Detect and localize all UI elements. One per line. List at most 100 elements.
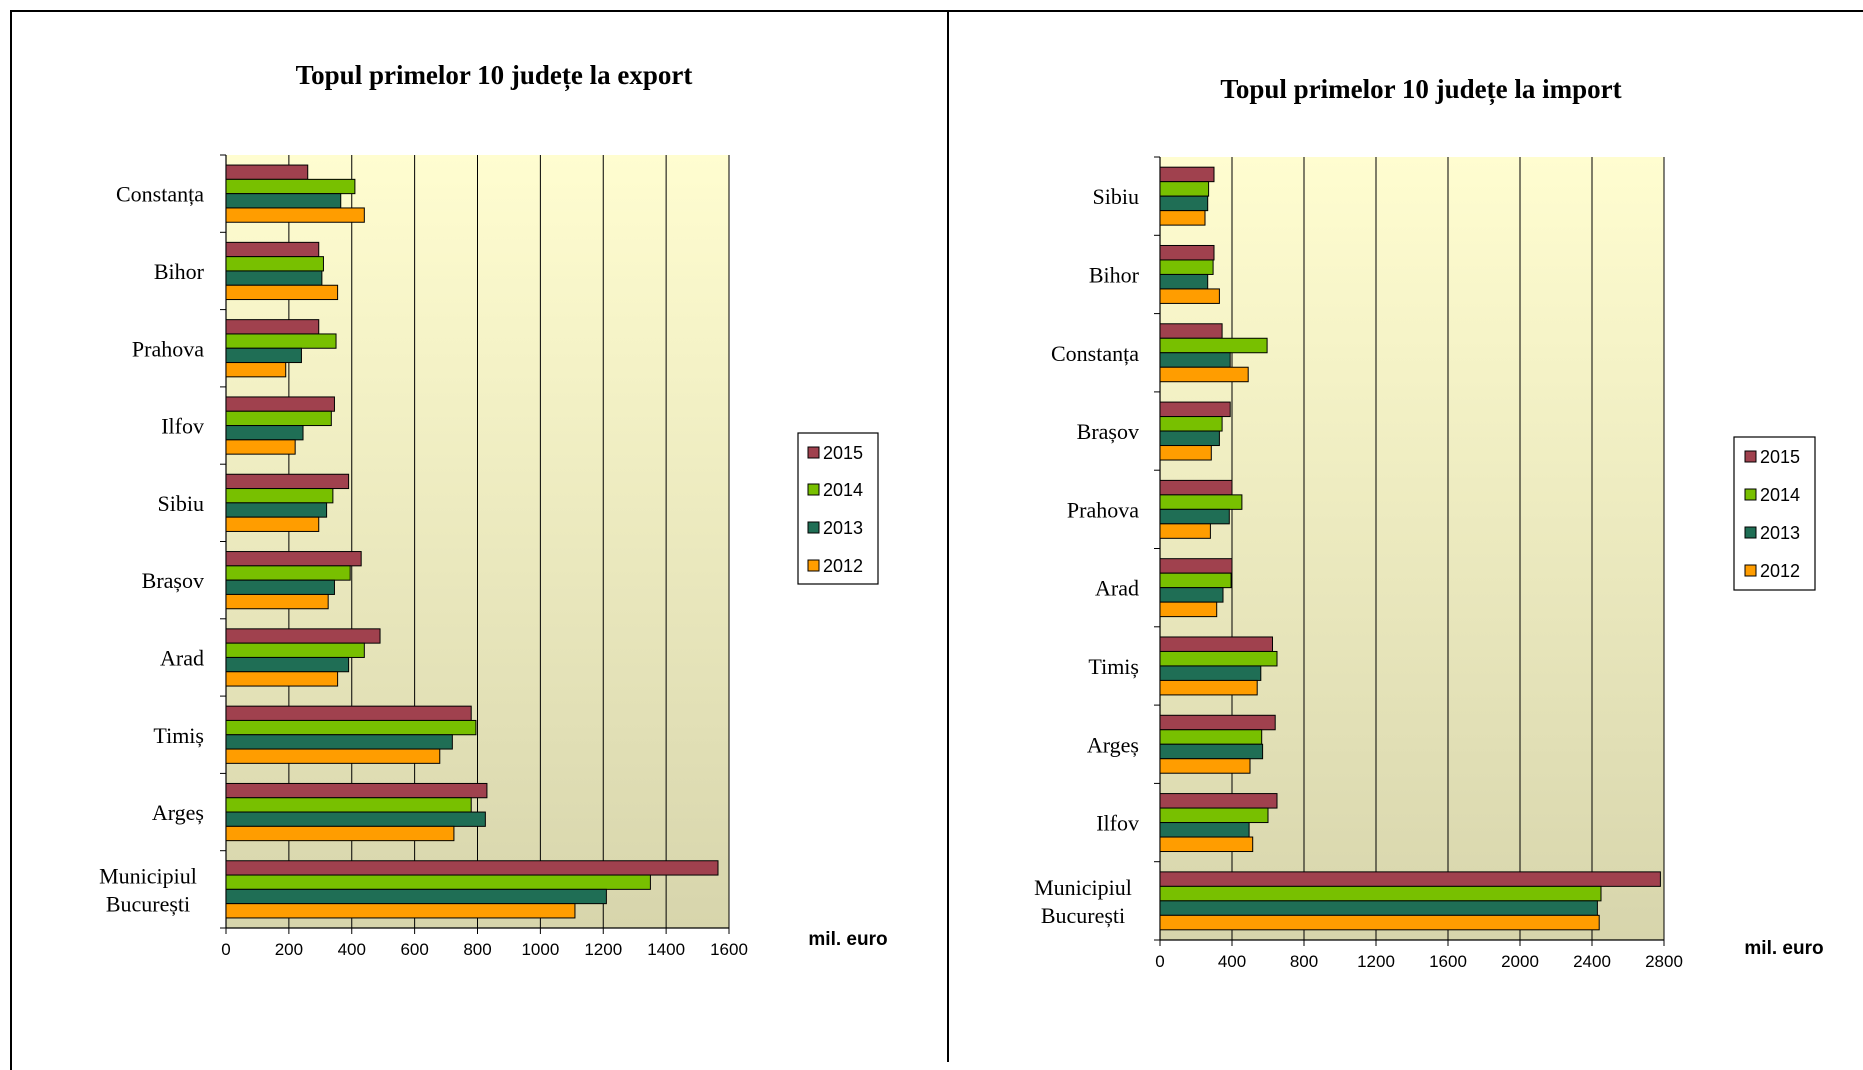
legend-swatch-2015 [807, 446, 820, 459]
category-label: Argeș [152, 800, 204, 825]
x-tick-label: 800 [1290, 952, 1318, 971]
bar-2014 [225, 488, 334, 504]
bar-2013 [225, 656, 350, 673]
bar-2013 [225, 347, 302, 364]
category-label: Arad [160, 645, 204, 670]
legend-swatch-2014 [807, 483, 820, 496]
bar-2014 [1159, 885, 1602, 902]
bar-2015 [1159, 636, 1273, 652]
import-legend-label-2014: 2014 [1760, 485, 1800, 505]
bar-2012 [1159, 445, 1212, 461]
bar-2013 [225, 734, 453, 750]
bar-2013 [1159, 508, 1230, 525]
bar-2015 [1159, 401, 1231, 418]
category-label: Ilfov [1096, 811, 1139, 836]
bar-2013 [225, 425, 304, 441]
bar-2013 [1159, 900, 1598, 916]
x-tick-label: 0 [1155, 952, 1164, 971]
import-legend: 2015 2014 2013 2012 [1733, 436, 1816, 591]
bar-2015 [225, 241, 320, 258]
category-label: Sibiu [158, 491, 204, 516]
bar-2012 [225, 207, 365, 223]
bar-2015 [1159, 871, 1661, 887]
bar-2015 [225, 164, 309, 180]
bar-2012 [1159, 914, 1600, 931]
export-chart-plot: 0 200 400 600 800 1000 1200 1400 1600 Constanța Bi… [99, 154, 748, 959]
bar-2013 [1159, 430, 1220, 447]
bar-2014 [1159, 259, 1214, 275]
bar-2015 [1159, 479, 1233, 496]
bar-2012 [1159, 679, 1258, 696]
legend-swatch-2012 [1744, 564, 1757, 577]
bar-2015 [225, 319, 320, 335]
bar-2014 [225, 797, 472, 813]
bar-2015 [225, 473, 350, 490]
bar-2013 [1159, 822, 1250, 838]
bar-2012 [1159, 601, 1218, 618]
bar-2014 [1159, 416, 1223, 432]
category-label: Brașov [1077, 419, 1139, 444]
bar-2013 [225, 811, 486, 827]
bar-2014 [1159, 729, 1263, 745]
x-tick-label: 2000 [1501, 952, 1539, 971]
legend-swatch-2013 [807, 521, 820, 534]
import-legend-label-2015: 2015 [1760, 447, 1800, 467]
category-label: Timiș [153, 723, 204, 748]
category-label: Brașov [142, 568, 204, 593]
category-label: București [106, 891, 190, 916]
bar-2015 [1159, 323, 1223, 339]
bar-2012 [225, 439, 296, 455]
category-label: Prahova [1067, 497, 1139, 522]
x-tick-label: 800 [463, 940, 491, 959]
bar-2012 [1159, 288, 1220, 304]
bar-2014 [225, 178, 356, 195]
category-label: Municipiul [99, 863, 197, 888]
bar-2012 [225, 671, 339, 687]
export-legend-box [797, 432, 879, 585]
panel-divider [947, 10, 949, 1062]
bar-2014 [225, 333, 337, 349]
bar-2014 [225, 719, 477, 736]
bar-2013 [1159, 665, 1262, 681]
bar-2012 [225, 748, 441, 764]
bar-2014 [1159, 572, 1232, 589]
bar-2012 [225, 593, 329, 610]
bar-2012 [225, 516, 320, 532]
x-tick-label: 1400 [647, 940, 685, 959]
category-label: Timiș [1088, 654, 1139, 679]
legend-swatch-2012 [807, 559, 820, 572]
bar-2014 [225, 256, 324, 272]
export-legend-label-2013: 2013 [823, 518, 863, 538]
bar-2015 [1159, 714, 1276, 731]
export-unit-label: mil. euro [808, 929, 887, 950]
export-chart-title: Topul primelor 10 județe la export [296, 60, 693, 91]
bar-2013 [1159, 352, 1231, 368]
bar-2014 [225, 874, 651, 890]
x-tick-label: 200 [275, 940, 303, 959]
import-chart-plot: 0 400 800 1200 1600 2000 2400 2800 Sibiu Bihor Con… [1034, 156, 1683, 971]
bar-2014 [1159, 650, 1278, 667]
bar-2015 [225, 396, 335, 412]
bar-2013 [1159, 743, 1264, 760]
x-tick-label: 1200 [584, 940, 622, 959]
bar-2014 [225, 642, 365, 658]
legend-swatch-2013 [1744, 526, 1757, 539]
import-unit-label: mil. euro [1744, 938, 1823, 959]
x-tick-label: 1000 [521, 940, 559, 959]
export-legend-label-2015: 2015 [823, 443, 863, 463]
export-legend-label-2012: 2012 [823, 556, 863, 576]
bar-2014 [1159, 494, 1243, 510]
bar-2013 [225, 270, 323, 286]
import-legend-label-2012: 2012 [1760, 561, 1800, 581]
category-label: Prahova [132, 336, 204, 361]
bar-2012 [1159, 210, 1206, 226]
x-tick-label: 1600 [1429, 952, 1467, 971]
export-chart: Topul primelor 10 județe la export 0 200 4… [99, 60, 887, 959]
bar-2015 [225, 860, 719, 876]
bar-2015 [1159, 166, 1215, 183]
category-label: Municipiul [1034, 875, 1132, 900]
bar-2015 [1159, 793, 1278, 809]
bar-2012 [225, 903, 576, 919]
bar-2012 [225, 825, 455, 842]
